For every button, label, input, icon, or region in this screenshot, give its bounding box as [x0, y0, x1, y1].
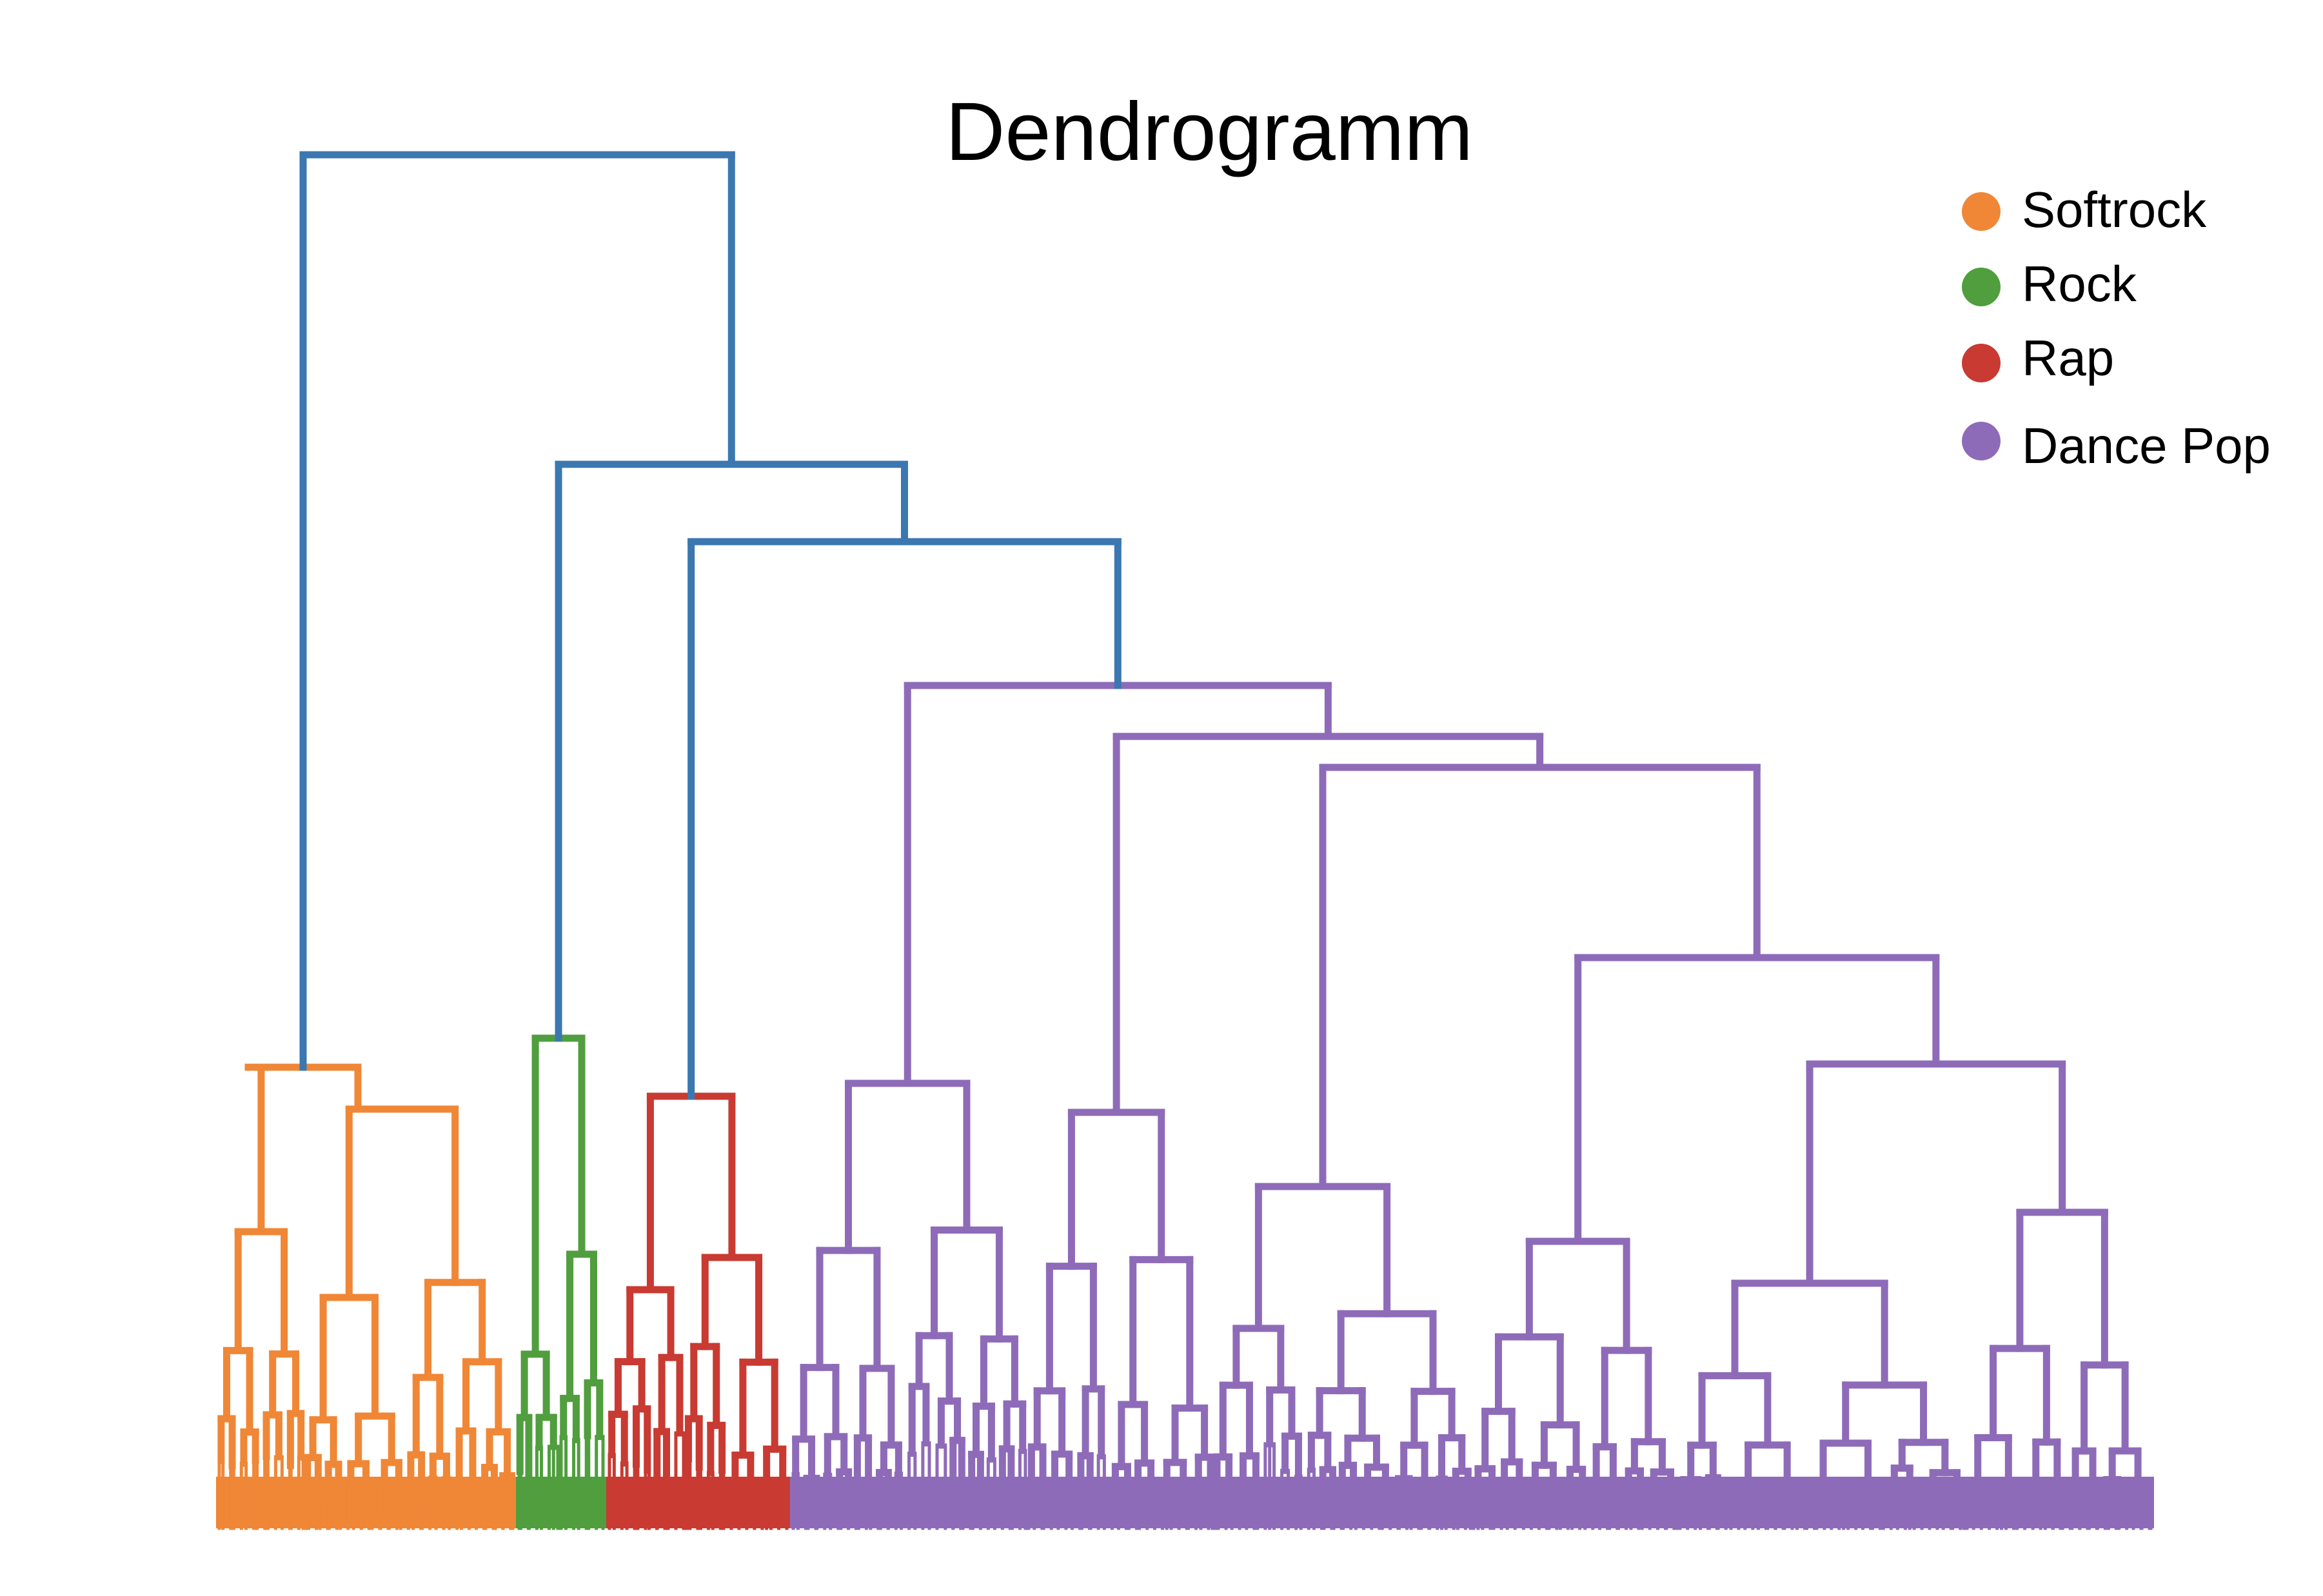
legend-item-softrock: Softrock — [1962, 181, 2207, 238]
legend-item-rock: Rock — [1962, 255, 2137, 312]
legend-label-rap: Rap — [2022, 330, 2114, 386]
legend-marker-rap — [1962, 344, 2001, 382]
legend-marker-dance-pop — [1962, 422, 2001, 460]
legend-marker-rock — [1962, 268, 2001, 306]
legend-label-dance-pop: Dance Pop — [2022, 417, 2271, 474]
legend-label-softrock: Softrock — [2022, 181, 2207, 238]
legend-item-rap: Rap — [1962, 330, 2114, 386]
chart-title: Dendrogramm — [945, 86, 1473, 178]
legend-marker-softrock — [1962, 192, 2001, 231]
dendrogram-tree — [216, 151, 2154, 1530]
legend: Softrock Rock Rap Dance Pop — [1962, 181, 2271, 474]
legend-label-rock: Rock — [2022, 255, 2137, 312]
legend-item-dance-pop: Dance Pop — [1962, 417, 2271, 474]
